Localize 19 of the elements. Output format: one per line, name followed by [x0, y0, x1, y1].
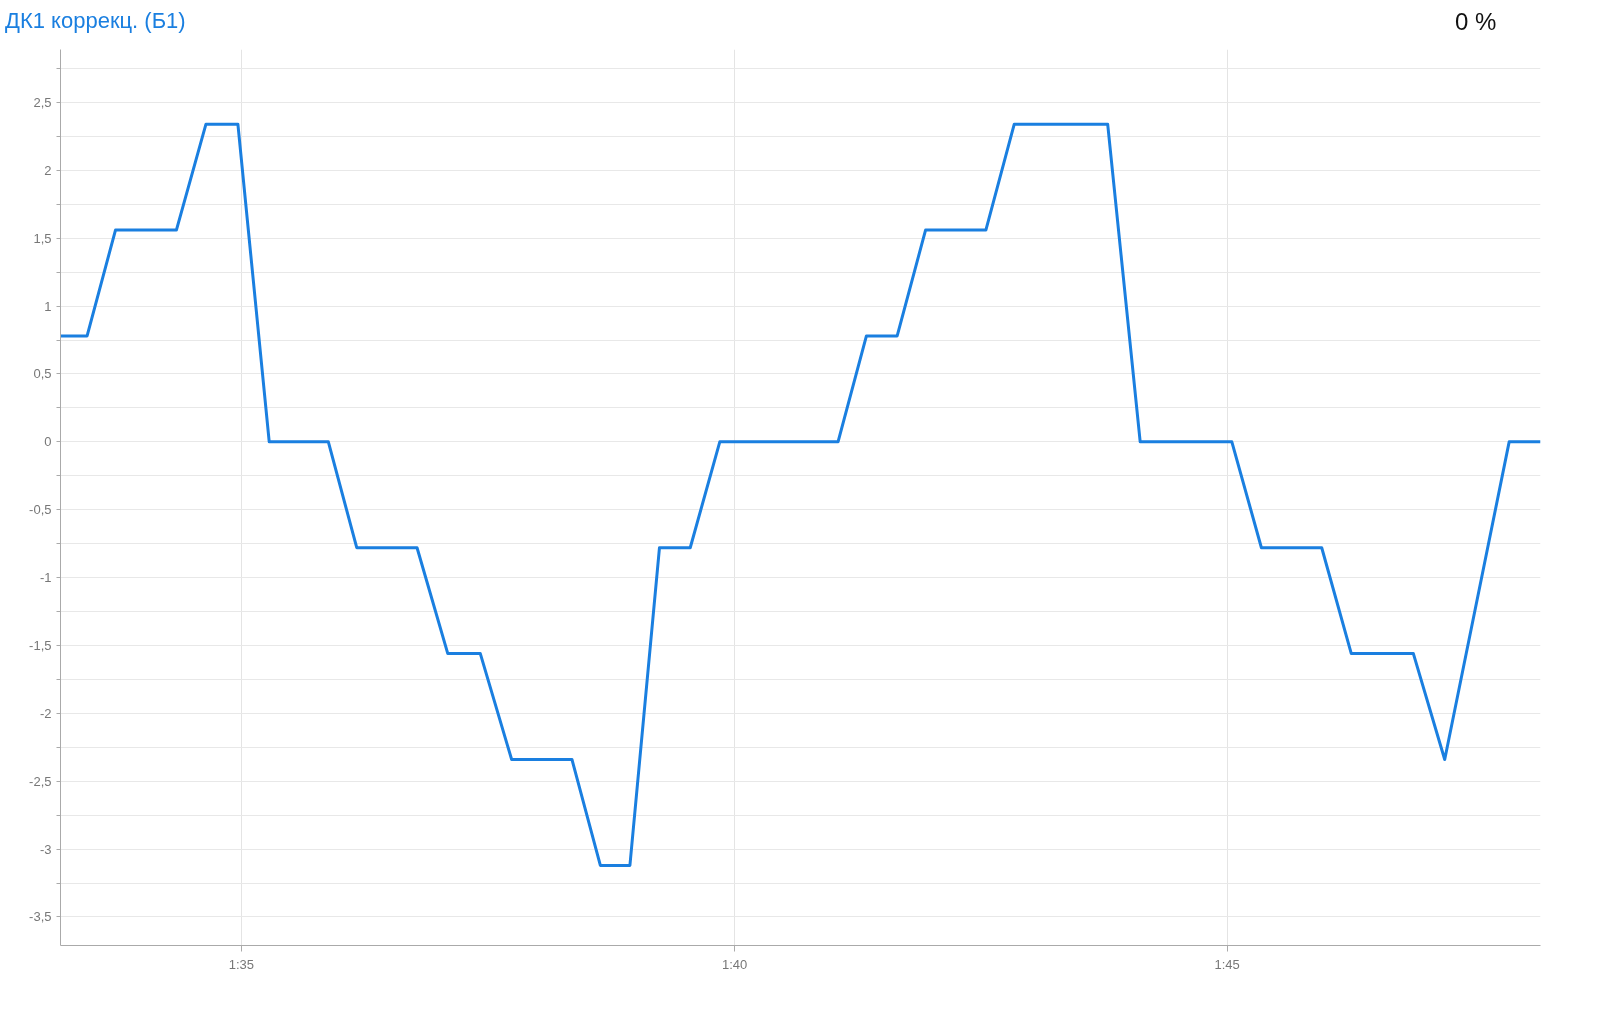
x-tick-label: 1:35	[228, 956, 255, 972]
y-tick-label: 1,5	[33, 230, 52, 246]
line-series	[60, 122, 1541, 868]
y-tick-label: -3,5	[29, 909, 52, 925]
y-tick-label: -1	[39, 570, 52, 586]
y-tick-label: -3	[39, 841, 52, 857]
x-tick-label: 1:45	[1214, 956, 1240, 972]
y-tick-label: 2,5	[33, 95, 52, 111]
y-tick-label: -0,5	[29, 502, 52, 518]
text: 0 %	[1455, 7, 1497, 37]
y-tick-label: -2	[39, 706, 52, 722]
y-tick-label: 2	[44, 163, 52, 179]
y-tick-label: -1,5	[29, 638, 52, 654]
y-tick-label: 0	[44, 434, 52, 450]
y-tick-label: 0,5	[33, 366, 52, 382]
x-tick-label: 1:40	[721, 956, 748, 972]
y-tick-label: 1	[44, 298, 52, 314]
y-tick-label: -2,5	[29, 774, 52, 790]
chart-title: ДК1 коррекц. (Б1)	[5, 7, 186, 35]
